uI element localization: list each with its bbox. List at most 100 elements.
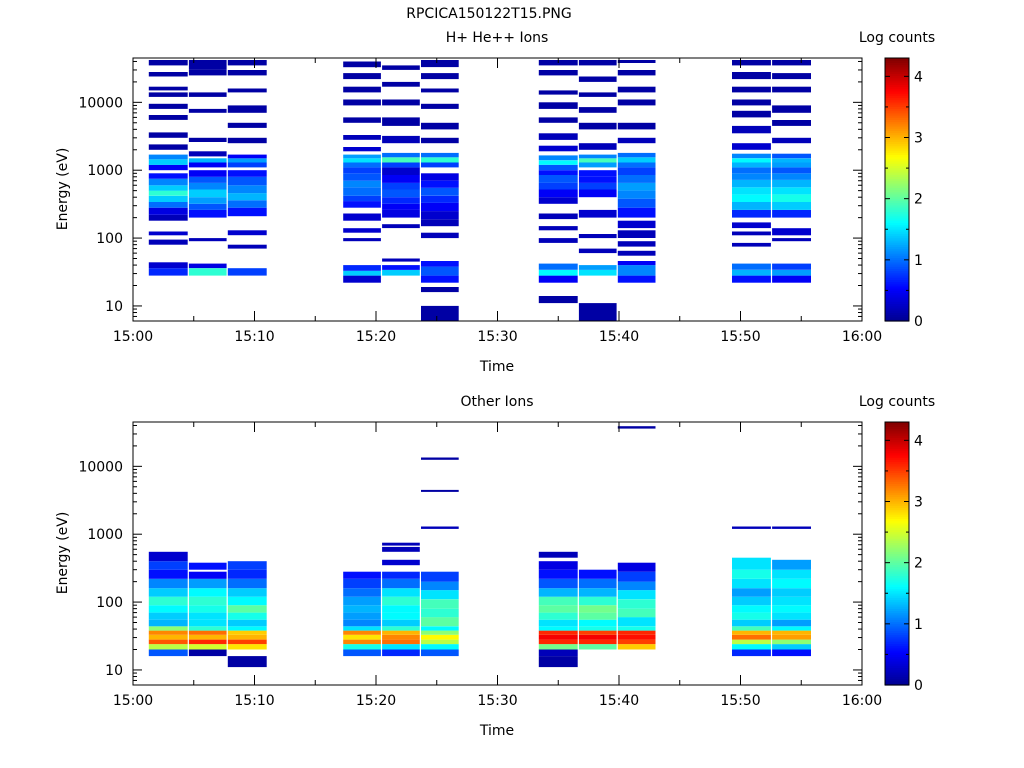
colorbar-segment: [885, 654, 909, 658]
heatmap-cell: [732, 626, 771, 631]
colorbar-segment: [885, 439, 909, 443]
colorbar-segment: [885, 132, 909, 136]
colorbar-segment: [885, 75, 909, 79]
colorbar-segment: [885, 470, 909, 474]
heatmap-cell: [188, 60, 227, 70]
heatmap-cell: [772, 269, 811, 276]
colorbar-segment: [885, 150, 909, 153]
heatmap-cell: [578, 596, 617, 606]
heatmap-cell: [421, 266, 459, 276]
colorbar-segment: [885, 301, 909, 305]
heatmap-cell: [421, 617, 459, 627]
heatmap-cell: [772, 105, 811, 113]
colorbar-segment: [885, 566, 909, 570]
heatmap-cell: [421, 211, 459, 220]
colorbar-segment: [885, 564, 909, 568]
colorbar-segment: [885, 468, 909, 471]
colorbar-segment: [885, 237, 909, 241]
heatmap-cell: [578, 588, 617, 597]
heatmap-cell: [227, 244, 267, 249]
colorbar-segment: [885, 621, 909, 625]
heatmap-cell: [382, 135, 420, 144]
colorbar-segment: [885, 527, 909, 530]
colorbar-segment: [885, 296, 909, 300]
heatmap-cell: [227, 268, 267, 276]
colorbar-segment: [885, 215, 909, 219]
colorbar-segment: [885, 446, 909, 449]
heatmap-cell: [421, 275, 459, 283]
heatmap-cell: [617, 122, 656, 130]
colorbar-segment: [885, 638, 909, 642]
heatmap-cell: [343, 588, 381, 597]
colorbar-segment: [885, 422, 909, 425]
colorbar-segment: [885, 476, 909, 480]
heatmap-cell: [617, 590, 656, 600]
heatmap-cell: [343, 135, 381, 140]
heatmap-cell: [772, 60, 811, 66]
heatmap-cell: [772, 228, 811, 236]
heatmap-cell: [617, 241, 656, 247]
colorbar-segment: [885, 108, 909, 112]
heatmap-cell: [578, 639, 617, 645]
y-axis-label: Energy (eV): [55, 148, 71, 231]
heatmap-cell: [578, 630, 617, 635]
colorbar-segment: [885, 437, 909, 441]
heatmap-cell: [538, 639, 578, 645]
colorbar-segment: [885, 211, 909, 215]
heatmap-cell: [148, 159, 188, 165]
heatmap-cell: [772, 194, 811, 202]
heatmap-cell: [617, 167, 656, 175]
x-tick-label: 15:10: [234, 693, 274, 709]
heatmap-cell: [227, 105, 267, 113]
colorbar-segment: [885, 535, 909, 539]
colorbar-segment: [885, 292, 909, 296]
heatmap-cell: [732, 605, 771, 613]
heatmap-cell: [382, 258, 420, 262]
heatmap-cell: [421, 232, 459, 239]
colorbar-segment: [885, 452, 909, 456]
heatmap-cell: [148, 86, 188, 91]
colorbar-segment: [885, 299, 909, 302]
x-tick-label: 16:00: [842, 693, 882, 709]
heatmap-cell: [227, 569, 267, 579]
heatmap-cell: [148, 634, 188, 640]
colorbar-segment: [885, 663, 909, 666]
heatmap-cell: [188, 197, 227, 204]
colorbar-segment: [885, 178, 909, 182]
heatmap-cell: [617, 630, 656, 635]
colorbar-segment: [885, 158, 909, 162]
heatmap-cell: [732, 649, 771, 657]
colorbar-segment: [885, 226, 909, 230]
heatmap-cell: [617, 562, 656, 572]
heatmap-cell: [772, 179, 811, 188]
heatmap-cell: [188, 268, 227, 276]
heatmap-cell: [343, 173, 381, 181]
heatmap-cell: [578, 644, 617, 650]
heatmap-cell: [732, 612, 771, 620]
heatmap-cell: [772, 275, 811, 283]
heatmap-cell: [382, 619, 420, 627]
heatmap-cell: [772, 559, 811, 570]
colorbar-segment: [885, 255, 909, 259]
heatmap-cell: [227, 644, 267, 650]
x-tick-label: 15:50: [720, 693, 760, 709]
colorbar-segment: [885, 130, 909, 134]
heatmap-cell: [578, 269, 617, 276]
heatmap-cell: [732, 263, 771, 270]
heatmap-cell: [227, 626, 267, 631]
colorbar-tick-label: 1: [914, 253, 923, 269]
colorbar-segment: [885, 586, 909, 590]
colorbar-segment: [885, 671, 909, 675]
heatmap-cell: [538, 612, 578, 620]
heatmap-cell: [617, 571, 656, 582]
heatmap-cell: [343, 86, 381, 93]
heatmap-cell: [343, 195, 381, 202]
heatmap-cell: [148, 649, 188, 657]
colorbar-segment: [885, 200, 909, 204]
heatmap-cell: [538, 578, 578, 589]
colorbar-segment: [885, 202, 909, 206]
panel-other-ions: Other Ions Log counts Time Energy (eV) 1…: [55, 394, 935, 739]
colorbar-segment: [885, 86, 909, 90]
colorbar-segment: [885, 531, 909, 535]
heatmap-cell: [421, 571, 459, 582]
